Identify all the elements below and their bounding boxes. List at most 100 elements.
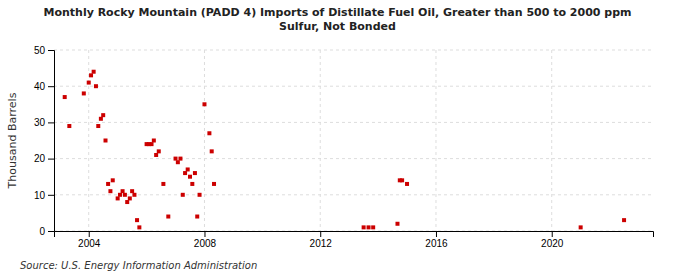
point (190, 182, 194, 186)
point (67, 124, 71, 128)
x-tick-label: 2004 (78, 238, 101, 249)
point (161, 182, 165, 186)
grid-line-y (54, 122, 653, 123)
y-tick: 20 (34, 153, 54, 164)
point (202, 102, 206, 106)
y-tick-label: 0 (39, 226, 45, 237)
point (94, 84, 98, 88)
grid-line-y (54, 158, 653, 159)
point (116, 196, 120, 200)
grid-line-x (320, 50, 321, 231)
point (135, 218, 139, 222)
chart: Monthly Rocky Mountain (PADD 4) Imports … (0, 0, 675, 275)
point (137, 225, 141, 229)
y-tick-mark (48, 122, 54, 123)
grid-line-x (204, 50, 205, 231)
y-tick: 40 (34, 81, 54, 92)
x-tick-label: 2012 (310, 238, 333, 249)
point (622, 218, 626, 222)
point (123, 193, 127, 197)
x-tick-label: 2020 (541, 238, 564, 249)
point (207, 131, 211, 135)
point (106, 182, 110, 186)
point (174, 157, 178, 161)
point (121, 189, 125, 193)
source: Source: U.S. Energy Information Administ… (20, 260, 257, 271)
grid (54, 50, 653, 231)
point (101, 113, 105, 117)
y-tick-mark (48, 195, 54, 196)
point (395, 222, 399, 226)
x-axis-line (55, 232, 654, 238)
x-tick: 2016 (425, 231, 448, 249)
point (198, 193, 202, 197)
y-tick-label: 50 (34, 45, 46, 56)
y-tick: 30 (34, 117, 54, 128)
title-line: Sulfur, Not Bonded (279, 20, 396, 33)
x-tick: 2008 (194, 231, 217, 249)
point (212, 182, 216, 186)
y-axis-title: Thousand Barrels (6, 92, 19, 189)
grid-line-y (54, 50, 653, 51)
grid-line-x (435, 50, 436, 231)
y-tick-label: 40 (34, 81, 46, 92)
x-tick-label: 2008 (194, 238, 217, 249)
x-tick: 2020 (541, 231, 564, 249)
point (405, 182, 409, 186)
x-tick-mark (320, 231, 321, 237)
point (125, 200, 129, 204)
y-tick: 50 (34, 45, 54, 56)
point (400, 178, 404, 182)
point (89, 73, 93, 77)
x-tick-mark (89, 231, 90, 237)
point (195, 215, 199, 219)
title-line: Monthly Rocky Mountain (PADD 4) Imports … (43, 6, 631, 19)
plot: 2004 2008 2012 2016 2020 0 10 20 30 40 50 Thousand … (6, 45, 654, 249)
point (210, 149, 214, 153)
point (188, 175, 192, 179)
y-tick-mark (48, 159, 54, 160)
y-tick-mark (48, 50, 54, 51)
y-tick: 0 (39, 226, 54, 237)
grid-line-y (54, 194, 653, 195)
point (111, 178, 115, 182)
point (154, 153, 158, 157)
x-axis: 2004 2008 2012 2016 2020 (55, 231, 654, 249)
point (132, 193, 136, 197)
point (99, 117, 103, 121)
point (178, 157, 182, 161)
x-tick-mark (436, 231, 437, 237)
y-tick-mark (48, 231, 54, 232)
point (176, 160, 180, 164)
point (128, 196, 132, 200)
point (371, 225, 375, 229)
y-axis-line (48, 51, 55, 232)
point (181, 193, 185, 197)
point (157, 149, 161, 153)
point (87, 81, 91, 85)
point (118, 193, 122, 197)
point (362, 225, 366, 229)
y-tick-mark (48, 86, 54, 87)
title: Monthly Rocky Mountain (PADD 4) Imports … (43, 6, 631, 33)
x-tick: 2012 (310, 231, 333, 249)
point (108, 189, 112, 193)
point (183, 171, 187, 175)
point (92, 70, 96, 74)
grid-line-x (551, 50, 552, 231)
y-axis: 0 10 20 30 40 50 (34, 45, 55, 237)
point (367, 225, 371, 229)
point (166, 215, 170, 219)
point (104, 139, 108, 143)
point (63, 95, 67, 99)
point (152, 139, 156, 143)
x-tick-label: 2016 (425, 238, 448, 249)
point (96, 124, 100, 128)
x-tick-mark (204, 231, 205, 237)
grid-line-y (54, 86, 653, 87)
points (63, 70, 626, 230)
point (150, 142, 154, 146)
point (130, 189, 134, 193)
y-tick: 10 (34, 190, 54, 201)
point (82, 91, 86, 95)
